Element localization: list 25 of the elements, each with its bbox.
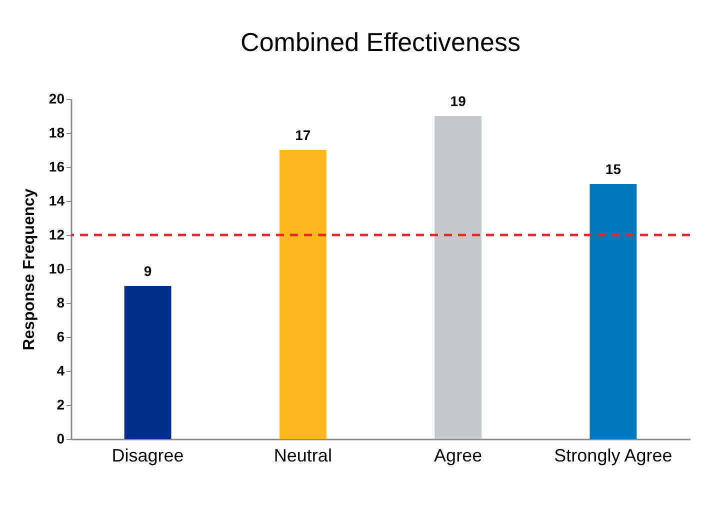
x-tick-label: Disagree xyxy=(112,446,184,466)
y-tick-label: 12 xyxy=(48,226,65,242)
y-tick-label: 14 xyxy=(48,192,65,208)
chart-title: Combined Effectiveness xyxy=(240,27,520,57)
y-tick-label: 16 xyxy=(48,158,65,174)
y-tick-label: 4 xyxy=(56,362,65,378)
bar xyxy=(124,286,172,439)
data-label: 19 xyxy=(450,93,466,109)
y-tick-label: 8 xyxy=(56,294,65,310)
x-tick-label: Agree xyxy=(434,446,482,466)
bar xyxy=(434,116,482,439)
y-tick-label: 10 xyxy=(48,260,65,276)
y-tick-label: 20 xyxy=(48,90,65,106)
data-label: 17 xyxy=(295,127,311,143)
x-tick-label: Neutral xyxy=(274,446,332,466)
bar xyxy=(590,184,637,439)
y-tick-label: 2 xyxy=(56,396,65,412)
data-label: 9 xyxy=(144,263,152,279)
data-label: 15 xyxy=(605,161,622,177)
y-axis-title: Response Frequency xyxy=(20,188,38,350)
bar xyxy=(279,150,326,439)
y-tick-label: 0 xyxy=(56,430,65,446)
x-tick-label: Strongly Agree xyxy=(554,446,672,466)
y-tick-label: 18 xyxy=(48,124,65,140)
y-tick-label: 6 xyxy=(56,328,65,344)
